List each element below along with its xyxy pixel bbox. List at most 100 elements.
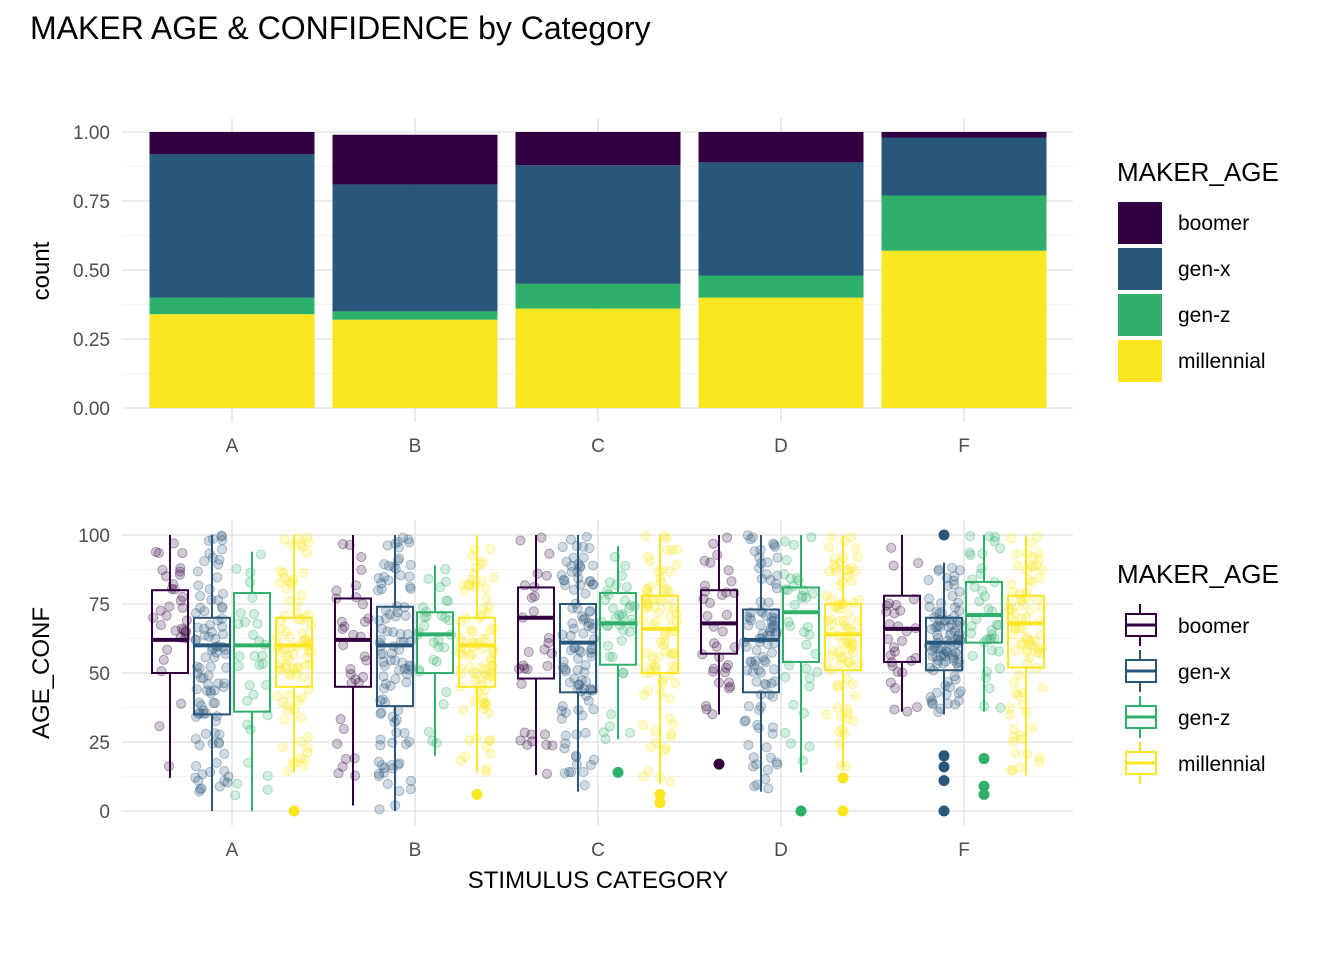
data-point-millennial — [476, 662, 487, 673]
data-point-gen-z — [242, 695, 253, 706]
data-point-millennial — [1022, 644, 1033, 655]
data-point-gen-x — [748, 761, 759, 772]
outlier-gen-z-F — [978, 780, 990, 792]
data-point-gen-x — [760, 679, 772, 691]
data-point-boomer — [163, 761, 175, 772]
data-point-boomer — [514, 663, 525, 674]
data-point-gen-x — [223, 771, 234, 782]
data-point-millennial — [833, 647, 845, 658]
data-point-boomer — [339, 621, 350, 632]
data-point-boomer — [153, 547, 164, 559]
data-point-gen-x — [375, 708, 386, 719]
data-point-millennial — [276, 647, 287, 658]
data-point-gen-z — [621, 581, 632, 593]
data-point-gen-z — [248, 629, 259, 640]
data-point-gen-x — [935, 703, 946, 714]
data-point-gen-z — [984, 683, 995, 694]
data-point-gen-z — [807, 588, 818, 599]
data-point-gen-x — [384, 609, 396, 620]
data-point-millennial — [1006, 764, 1017, 776]
box-millennial-F — [1007, 594, 1045, 669]
data-point-millennial — [1029, 635, 1040, 647]
data-point-gen-x — [389, 655, 401, 666]
data-point-boomer — [361, 655, 372, 666]
data-point-millennial — [834, 738, 845, 749]
data-point-boomer — [895, 605, 906, 616]
data-point-millennial — [1027, 722, 1038, 734]
y-tick-label: 0.50 — [73, 261, 110, 282]
data-point-millennial — [1027, 552, 1038, 563]
data-point-gen-z — [255, 549, 267, 560]
data-point-millennial — [1024, 652, 1035, 664]
data-point-gen-x — [941, 646, 952, 657]
data-point-millennial — [1034, 752, 1045, 763]
data-point-gen-x — [746, 656, 757, 668]
data-point-millennial — [1025, 605, 1036, 616]
data-point-gen-z — [974, 596, 985, 607]
data-point-gen-x — [557, 701, 568, 712]
data-point-gen-z — [965, 549, 976, 561]
data-point-millennial — [455, 755, 467, 766]
y-tick-label: 1.00 — [73, 123, 110, 144]
data-point-gen-x — [212, 595, 224, 606]
data-point-gen-x — [404, 736, 415, 747]
data-point-gen-z — [989, 531, 1001, 543]
data-point-gen-z — [801, 639, 812, 650]
data-point-boomer — [723, 565, 734, 576]
data-point-millennial — [460, 751, 471, 762]
bar-boomer-B — [332, 134, 498, 185]
data-point-gen-x — [926, 697, 938, 708]
data-point-millennial — [1004, 709, 1016, 720]
data-point-millennial — [483, 673, 494, 684]
data-point-millennial — [852, 615, 863, 626]
data-point-gen-z — [967, 650, 978, 661]
data-point-millennial — [1009, 723, 1020, 735]
bar-gen-z-D — [698, 275, 864, 298]
data-point-gen-x — [762, 557, 773, 568]
data-point-boomer — [170, 625, 181, 636]
boxes-layer — [151, 529, 1045, 817]
data-point-gen-z — [604, 651, 615, 662]
fill-legend-key-boomer — [1118, 202, 1162, 244]
data-point-gen-z — [419, 620, 430, 631]
data-point-millennial — [1015, 639, 1027, 650]
data-point-boomer — [700, 700, 712, 712]
data-point-millennial — [664, 776, 676, 787]
data-point-boomer — [889, 608, 900, 619]
data-point-millennial — [839, 620, 851, 631]
outlier-millennial-A — [288, 805, 300, 817]
data-point-gen-z — [606, 709, 617, 720]
data-point-gen-x — [565, 645, 577, 656]
data-point-millennial — [481, 592, 492, 604]
data-point-gen-x — [765, 622, 776, 633]
data-point-gen-x — [216, 531, 227, 542]
data-point-gen-z — [618, 625, 629, 636]
data-point-gen-z — [262, 784, 273, 795]
fill-legend-title: MAKER_AGE — [1117, 157, 1279, 187]
data-point-millennial — [638, 771, 649, 782]
data-point-gen-x — [399, 728, 410, 739]
data-point-gen-x — [198, 672, 209, 684]
data-point-millennial — [827, 645, 839, 656]
data-point-gen-z — [624, 727, 636, 739]
data-point-boomer — [708, 538, 719, 549]
data-point-gen-x — [767, 728, 778, 739]
data-point-gen-x — [211, 647, 222, 658]
data-point-millennial — [1007, 736, 1019, 747]
data-point-millennial — [835, 711, 847, 722]
bar-gen-z-B — [332, 311, 498, 320]
data-point-gen-x — [927, 698, 938, 710]
data-point-boomer — [529, 591, 540, 602]
data-point-millennial — [661, 583, 672, 594]
data-point-gen-x — [386, 760, 397, 771]
box-millennial-B — [458, 616, 496, 688]
data-point-boomer — [704, 597, 716, 608]
data-point-millennial — [477, 693, 489, 704]
data-point-millennial — [284, 654, 295, 666]
data-point-millennial — [847, 647, 859, 658]
data-point-millennial — [656, 687, 667, 698]
top-y-axis-title: count — [28, 241, 55, 300]
data-point-boomer — [515, 735, 526, 746]
data-point-millennial — [671, 559, 682, 570]
data-point-millennial — [653, 652, 664, 663]
